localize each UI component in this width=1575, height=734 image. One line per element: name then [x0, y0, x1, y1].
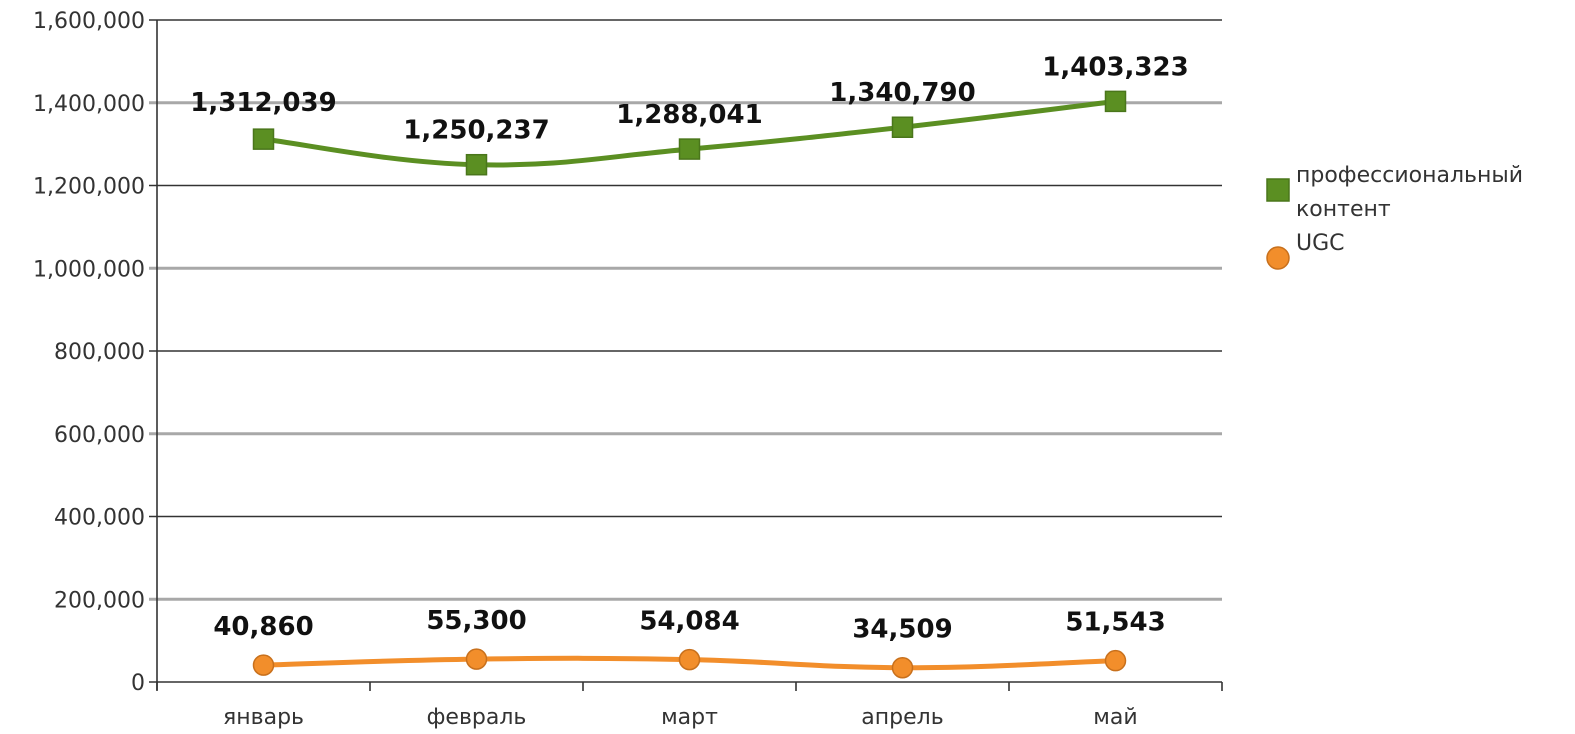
legend-label: UGC: [1296, 231, 1345, 256]
y-tick-label: 800,000: [54, 340, 145, 365]
data-label: 1,288,041: [616, 100, 762, 130]
x-tick-label: январь: [223, 705, 304, 730]
legend-label: профессиональный: [1296, 163, 1523, 188]
x-tick-label: май: [1093, 705, 1137, 730]
series-professional: 1,312,039 1,250,237 1,288,041 1,340,790 1,40…: [190, 52, 1189, 176]
y-tick-label: 600,000: [54, 423, 145, 448]
data-label: 1,312,039: [190, 88, 336, 118]
data-point: [891, 116, 914, 138]
data-label: 1,403,323: [1042, 52, 1188, 82]
legend: профессиональный контент UGC: [1266, 163, 1523, 270]
data-point: [1104, 649, 1127, 672]
data-point: [678, 138, 701, 160]
legend-entry-professional: профессиональный контент: [1266, 163, 1523, 222]
y-tick-label: 1,600,000: [33, 9, 145, 34]
y-tick-label: 0: [131, 671, 145, 696]
x-tick-label: апрель: [861, 705, 943, 730]
y-tick-label: 200,000: [54, 588, 145, 613]
data-label: 51,543: [1065, 608, 1165, 638]
data-point: [1104, 90, 1127, 113]
legend-marker: [1266, 178, 1290, 202]
y-tick-label: 1,400,000: [33, 92, 145, 117]
data-point: [252, 654, 275, 676]
axes: 0 200,000 400,000 600,000 800,000 1,000,000 1,…: [33, 9, 1223, 730]
data-point: [891, 656, 914, 679]
legend-marker: [1266, 246, 1290, 270]
y-tick-label: 1,200,000: [33, 175, 145, 200]
x-tick-label: март: [661, 705, 718, 730]
data-label: 1,250,237: [403, 116, 549, 146]
data-label: 34,509: [852, 615, 952, 645]
data-point: [465, 648, 488, 670]
legend-entry-ugc: UGC: [1266, 231, 1345, 270]
x-tick-label: февраль: [427, 705, 527, 730]
data-label: 55,300: [426, 606, 526, 636]
data-label: 40,860: [213, 612, 313, 642]
series: 1,312,039 1,250,237 1,288,041 1,340,790 1,40…: [190, 52, 1189, 679]
y-tick-label: 1,000,000: [33, 257, 145, 282]
data-label: 1,340,790: [829, 78, 975, 108]
legend-label: контент: [1296, 197, 1391, 222]
grid-lines: [149, 19, 1222, 601]
data-label: 54,084: [639, 607, 739, 637]
data-point: [465, 153, 488, 176]
y-tick-label: 400,000: [54, 506, 145, 531]
series-ugc: 40,860 55,300 54,084 34,509 51,543: [213, 606, 1166, 679]
data-point: [678, 648, 701, 671]
data-point: [252, 128, 275, 150]
